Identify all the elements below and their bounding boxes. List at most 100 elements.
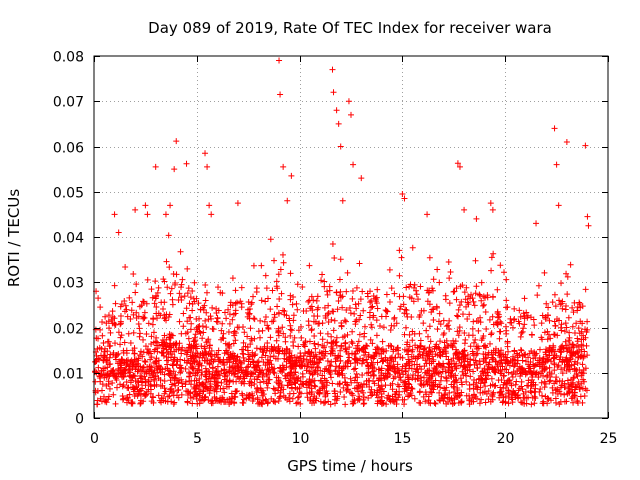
data-point	[571, 299, 578, 306]
data-point	[467, 361, 474, 368]
data-point	[455, 332, 462, 339]
data-point	[166, 370, 173, 377]
data-point	[272, 390, 279, 397]
data-point	[302, 338, 309, 345]
data-point	[561, 398, 568, 405]
data-point	[319, 336, 326, 343]
data-point	[97, 304, 104, 311]
data-point	[266, 376, 273, 383]
data-point	[327, 350, 334, 357]
data-point	[531, 322, 538, 329]
data-point	[492, 358, 499, 365]
data-point	[401, 379, 408, 386]
data-point	[504, 340, 511, 347]
data-point	[420, 346, 427, 353]
data-point	[312, 367, 319, 374]
data-point	[219, 320, 226, 327]
data-point	[351, 356, 358, 363]
data-point	[367, 288, 374, 295]
data-point	[202, 150, 209, 157]
data-point	[478, 337, 485, 344]
data-point	[145, 320, 152, 327]
data-point	[551, 380, 558, 387]
data-point	[477, 314, 484, 321]
y-tick-label: 0.02	[53, 322, 84, 338]
data-point	[548, 397, 554, 404]
data-point	[184, 290, 191, 297]
data-point	[321, 343, 328, 350]
data-point	[182, 378, 189, 385]
data-point	[359, 346, 366, 353]
data-point	[237, 359, 244, 366]
data-point	[98, 367, 105, 374]
data-point	[561, 328, 568, 335]
data-point	[138, 374, 145, 381]
data-point	[417, 283, 424, 290]
data-point	[482, 383, 489, 390]
data-point	[474, 386, 481, 393]
data-point	[140, 398, 147, 405]
data-point	[334, 371, 341, 378]
data-point	[546, 369, 553, 376]
data-point	[180, 323, 187, 330]
data-point	[346, 344, 353, 351]
data-point	[436, 381, 443, 388]
data-point	[294, 399, 301, 406]
data-point	[374, 346, 381, 353]
data-point	[549, 299, 556, 306]
data-point	[273, 374, 280, 381]
data-point	[256, 400, 263, 407]
data-point	[453, 312, 460, 319]
data-point	[167, 202, 174, 209]
data-point	[192, 365, 199, 372]
data-point	[378, 313, 385, 320]
data-point	[581, 392, 588, 399]
data-point	[417, 337, 424, 344]
data-point	[408, 295, 415, 302]
data-point	[250, 262, 257, 269]
data-point	[368, 392, 375, 399]
data-point	[348, 338, 355, 345]
data-point	[129, 299, 136, 306]
data-point	[403, 284, 410, 291]
data-point	[173, 138, 180, 145]
data-point	[173, 361, 180, 368]
data-point	[251, 316, 258, 323]
data-point	[457, 375, 464, 382]
data-point	[505, 359, 512, 366]
data-point	[565, 314, 572, 321]
data-point	[567, 261, 574, 268]
data-point	[283, 373, 290, 380]
data-point	[238, 284, 245, 291]
data-point	[556, 297, 563, 304]
data-point	[333, 289, 340, 296]
data-point	[444, 343, 451, 350]
data-point	[335, 120, 342, 127]
y-tick-label: 0.04	[53, 231, 84, 247]
data-point	[370, 371, 377, 378]
data-point	[181, 293, 188, 300]
data-point	[178, 391, 185, 398]
data-point	[241, 329, 248, 336]
data-point	[458, 359, 465, 366]
data-point	[287, 296, 294, 303]
data-point	[544, 328, 551, 335]
data-point	[570, 309, 577, 316]
data-point	[178, 281, 185, 288]
data-point	[566, 383, 573, 390]
data-point	[135, 355, 142, 362]
data-point	[165, 393, 172, 400]
data-point	[103, 374, 110, 381]
data-point	[251, 335, 258, 342]
data-point	[229, 394, 236, 401]
data-point	[277, 365, 284, 372]
data-point	[303, 367, 310, 374]
data-point	[489, 396, 496, 403]
data-point	[133, 281, 140, 288]
data-point	[498, 347, 505, 354]
data-point	[205, 397, 212, 404]
data-point	[343, 307, 350, 314]
data-point	[487, 200, 494, 207]
data-point	[184, 265, 191, 272]
data-point	[332, 339, 339, 346]
